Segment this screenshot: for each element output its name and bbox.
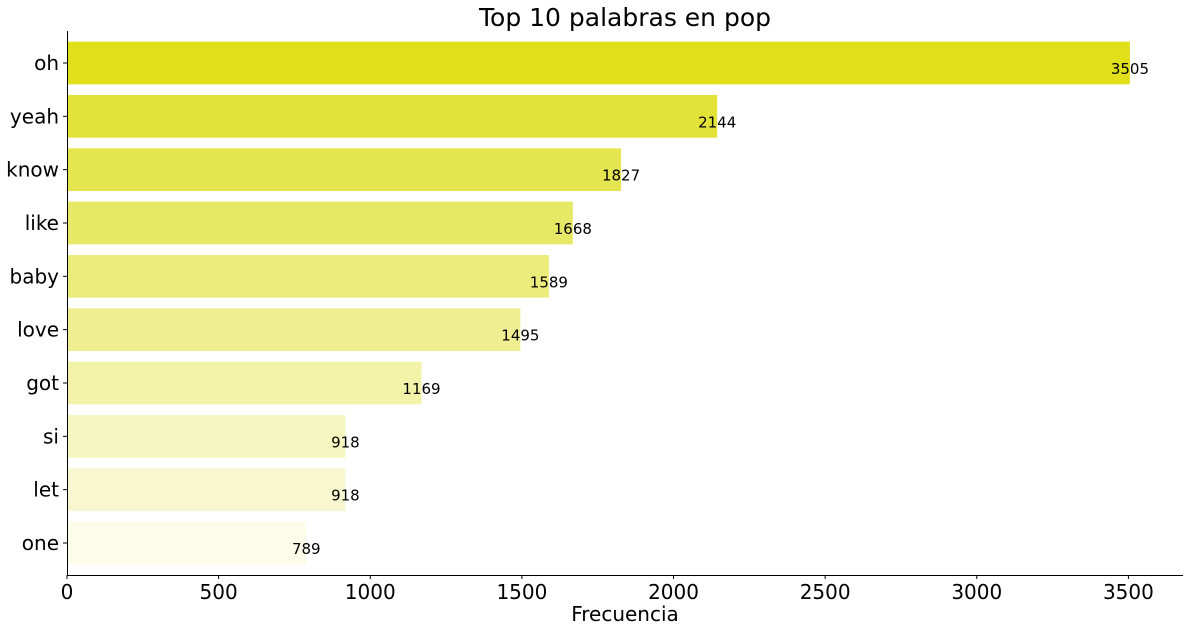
bar-let xyxy=(67,468,346,511)
bar-yeah xyxy=(67,95,718,138)
y-tick-label-like: like xyxy=(25,211,59,235)
bar-oh xyxy=(67,41,1130,85)
bar-know xyxy=(67,148,622,191)
bars-group xyxy=(67,41,1130,565)
x-tick-label-3500: 3500 xyxy=(1103,580,1154,604)
x-ticks: 0 500 1000 1500 2000 2500 3000 3500 xyxy=(61,575,1154,604)
y-tick-label-know: know xyxy=(6,158,59,182)
bar-got xyxy=(67,361,422,405)
x-axis-label: Frecuencia xyxy=(571,602,679,626)
x-tick-label-1000: 1000 xyxy=(345,580,396,604)
bar-love xyxy=(67,308,521,351)
bar-one xyxy=(67,521,307,565)
data-label-know: 1827 xyxy=(602,167,640,185)
data-label-si: 918 xyxy=(331,433,360,451)
data-label-yeah: 2144 xyxy=(698,113,736,131)
y-tick-labels: oh yeah know like baby love got si let one xyxy=(6,51,67,555)
y-tick-label-si: si xyxy=(43,424,59,448)
y-tick-label-yeah: yeah xyxy=(10,104,59,128)
x-tick-label-2500: 2500 xyxy=(800,580,851,604)
data-label-love: 1495 xyxy=(501,327,539,345)
bar-baby xyxy=(67,255,549,298)
y-tick-label-let: let xyxy=(33,478,59,502)
data-labels: 3505 2144 1827 1668 1589 1495 1169 918 918 789 xyxy=(292,60,1149,558)
data-label-baby: 1589 xyxy=(530,273,568,291)
y-tick-label-love: love xyxy=(17,318,59,342)
x-tick-label-0: 0 xyxy=(61,580,74,604)
y-tick-label-got: got xyxy=(26,371,59,395)
y-tick-label-one: one xyxy=(22,531,59,555)
bar-like xyxy=(67,201,573,245)
data-label-oh: 3505 xyxy=(1111,60,1149,78)
x-tick-label-1500: 1500 xyxy=(496,580,547,604)
data-label-like: 1668 xyxy=(554,220,592,238)
data-label-one: 789 xyxy=(292,540,321,558)
bar-si xyxy=(67,415,346,458)
y-tick-label-oh: oh xyxy=(34,51,59,75)
x-tick-label-2000: 2000 xyxy=(648,580,699,604)
data-label-let: 918 xyxy=(331,487,360,505)
y-tick-label-baby: baby xyxy=(10,264,60,288)
chart-title: Top 10 palabras en pop xyxy=(478,3,771,32)
x-tick-label-500: 500 xyxy=(200,580,238,604)
x-tick-label-3000: 3000 xyxy=(951,580,1002,604)
data-label-got: 1169 xyxy=(402,380,440,398)
